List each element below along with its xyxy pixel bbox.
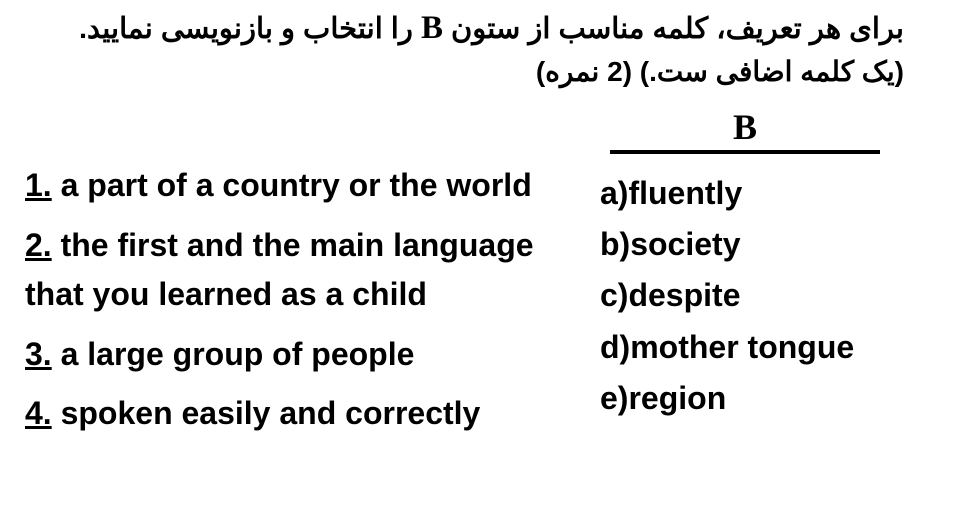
instruction-line-2: (یک کلمه اضافی ست.) (2 نمره) <box>25 55 954 88</box>
definition-4: 4. spoken easily and correctly <box>25 389 580 439</box>
option-word: region <box>628 380 726 416</box>
definition-1: 1. a part of a country or the world <box>25 161 580 211</box>
option-label: a) <box>600 175 628 211</box>
option-label: b) <box>600 226 630 262</box>
definition-number: 4. <box>25 395 52 431</box>
definition-2: 2. the first and the main language that … <box>25 221 580 320</box>
instruction-line-1: برای هر تعریف، کلمه مناسب از ستون B را ا… <box>25 10 954 47</box>
definition-text: a large group of people <box>52 336 415 372</box>
definition-number: 3. <box>25 336 52 372</box>
instruction-letter-b: B <box>421 10 443 46</box>
definition-3: 3. a large group of people <box>25 330 580 380</box>
option-label: e) <box>600 380 628 416</box>
definition-number: 2. <box>25 227 52 263</box>
column-b-header: B <box>610 106 880 154</box>
option-e: e)region <box>600 373 954 424</box>
content-row: 1. a part of a country or the world 2. t… <box>25 106 954 449</box>
option-a: a)fluently <box>600 168 954 219</box>
option-word: mother tongue <box>630 329 854 365</box>
option-word: fluently <box>628 175 742 211</box>
option-c: c)despite <box>600 270 954 321</box>
definitions-column: 1. a part of a country or the world 2. t… <box>25 106 580 449</box>
definition-text: the first and the main language that you… <box>25 227 534 313</box>
instruction-prefix: برای هر تعریف، کلمه مناسب از ستون <box>443 13 904 45</box>
option-d: d)mother tongue <box>600 322 954 373</box>
definition-text: a part of a country or the world <box>52 167 532 203</box>
definition-number: 1. <box>25 167 52 203</box>
option-b: b)society <box>600 219 954 270</box>
instruction-suffix: را انتخاب و بازنویسی نمایید. <box>79 13 421 45</box>
option-label: c) <box>600 277 628 313</box>
definition-text: spoken easily and correctly <box>52 395 481 431</box>
option-label: d) <box>600 329 630 365</box>
option-word: despite <box>628 277 740 313</box>
options-column: B a)fluently b)society c)despite d)mothe… <box>600 106 954 449</box>
option-word: society <box>630 226 740 262</box>
